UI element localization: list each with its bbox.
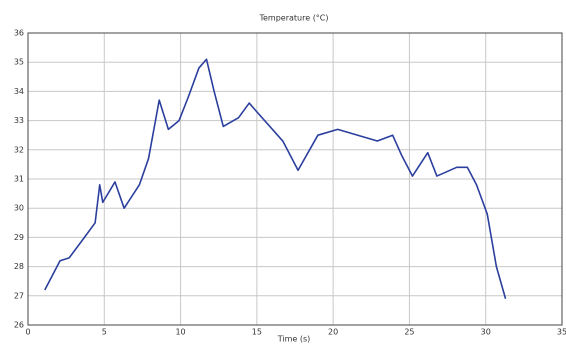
data-line xyxy=(44,58,507,299)
y-tick-label: 34 xyxy=(14,87,24,96)
x-tick-label: 0 xyxy=(25,328,30,337)
y-tick-label: 36 xyxy=(14,29,24,38)
chart-title: Temperature (°C) xyxy=(258,14,328,23)
x-tick-label: 20 xyxy=(328,328,338,337)
x-tick-label: 35 xyxy=(557,328,566,337)
x-tick-label: 15 xyxy=(252,328,262,337)
y-tick-label: 30 xyxy=(14,204,24,213)
x-tick-label: 5 xyxy=(102,328,107,337)
x-tick-label: 30 xyxy=(481,328,491,337)
plot-frame xyxy=(27,32,563,326)
y-tick-label: 31 xyxy=(14,175,24,184)
y-tick-label: 27 xyxy=(14,291,24,300)
x-tick-label: 10 xyxy=(175,328,185,337)
y-tick-label: 35 xyxy=(14,58,24,67)
y-tick-label: 28 xyxy=(14,262,24,271)
x-tick-label: 25 xyxy=(404,328,414,337)
y-tick-label: 32 xyxy=(14,145,24,154)
y-tick-label: 33 xyxy=(14,116,24,125)
y-tick-label: 29 xyxy=(14,233,24,242)
x-axis-label: Time (s) xyxy=(277,335,311,344)
y-tick-label: 26 xyxy=(14,321,24,330)
